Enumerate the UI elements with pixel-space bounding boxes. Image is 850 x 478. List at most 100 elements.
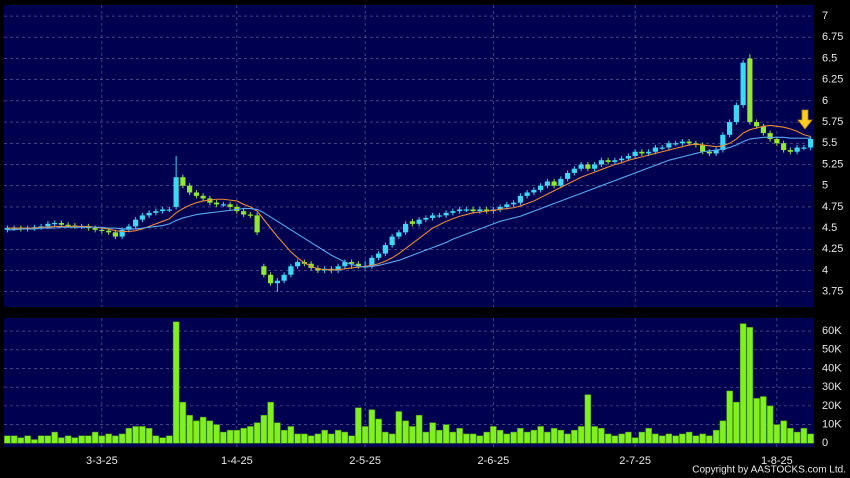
candle-body (700, 144, 706, 152)
candle-body (409, 221, 415, 224)
y-tick-label: 4.5 (822, 222, 837, 234)
volume-bar (78, 435, 85, 444)
y-tick-label: 6.25 (822, 74, 843, 86)
volume-bar (37, 435, 45, 444)
candle-body (247, 214, 253, 216)
volume-bar (118, 433, 126, 444)
candle-body (625, 156, 631, 159)
y-tick-label: 50K (822, 344, 842, 356)
volume-bar (638, 431, 646, 444)
y-tick-label: 3.75 (822, 286, 843, 298)
y-tick-label: 4 (822, 264, 828, 276)
candle-body (774, 139, 780, 144)
volume-bar (206, 420, 214, 444)
volume-bar (483, 431, 490, 444)
marker-arrow (797, 109, 813, 130)
candle-body (632, 151, 638, 156)
candle-body (673, 143, 679, 145)
candle-body (139, 215, 145, 220)
candle-body (592, 164, 598, 169)
volume-bar (382, 431, 389, 444)
candle-body (241, 211, 247, 215)
y-tick-label: 5.75 (822, 116, 843, 128)
y-tick-label: 20K (822, 400, 842, 412)
candle-body (551, 181, 557, 186)
volume-bar (112, 435, 119, 444)
candle-body (659, 147, 665, 149)
x-tick-label: 1-4-25 (221, 455, 253, 467)
volume-bar (780, 420, 787, 444)
candle-body (747, 58, 753, 123)
candle-body (254, 215, 260, 233)
candle-body (342, 262, 348, 267)
y-tick-label: 6.5 (822, 52, 837, 64)
volume-bar (422, 431, 430, 444)
candle-body (423, 217, 429, 220)
candle-body (153, 211, 159, 213)
candle-body (706, 151, 712, 154)
volume-bar (334, 429, 342, 444)
candle-body (808, 139, 814, 148)
candle-body (524, 192, 530, 196)
candle-body (477, 209, 483, 212)
candle-body (571, 168, 577, 173)
candle-body (450, 211, 456, 213)
volume-bar (496, 429, 504, 444)
candle-body (416, 219, 422, 224)
volume-bar (314, 433, 322, 444)
volume-bar (645, 428, 652, 444)
volume-bar (240, 428, 247, 444)
candle-body (787, 150, 793, 152)
volume-bar (577, 426, 585, 444)
volume-bar (247, 426, 254, 444)
candle-body (227, 204, 233, 207)
volume-bar (692, 435, 700, 444)
volume-bar (544, 431, 551, 444)
candle-body (403, 223, 409, 233)
volume-bar (719, 420, 727, 444)
candle-body (497, 206, 503, 210)
volume-bar (361, 426, 369, 444)
volume-bar (766, 405, 774, 444)
volume-bar (186, 414, 193, 444)
candle-body (349, 262, 355, 264)
volume-bar (105, 433, 112, 444)
candle-body (443, 212, 449, 216)
moving-average-line (7, 124, 811, 271)
volume-bar (388, 433, 396, 444)
volume-bar (699, 433, 706, 444)
volume-bar (746, 327, 754, 444)
candle-body (504, 204, 510, 207)
x-tick-label: 3-3-25 (86, 455, 118, 467)
volume-bar (51, 431, 58, 444)
volume-bar (294, 433, 301, 444)
volume-bar (260, 414, 268, 444)
candle-body (58, 223, 64, 225)
candle-body (733, 105, 739, 123)
candle-body (639, 151, 645, 154)
volume-bar (530, 429, 538, 444)
copyright: Copyright by AASTOCKS.com Ltd. (692, 465, 846, 476)
candle-body (4, 228, 10, 230)
volume-bar (132, 426, 139, 444)
volume-bar (58, 437, 65, 444)
volume-bar (375, 418, 382, 444)
y-tick-label: 6 (822, 95, 828, 107)
volume-bar (226, 429, 234, 444)
candle-body (578, 164, 584, 169)
candle-body (268, 274, 274, 284)
volume-bar (199, 416, 207, 444)
volume-bar (685, 431, 693, 444)
volume-bar (402, 420, 409, 444)
volume-bar (807, 433, 814, 444)
volume-bar (64, 435, 72, 444)
candle-body (146, 212, 152, 216)
y-tick-label: 5.5 (822, 137, 837, 149)
candle-body (619, 158, 625, 161)
candle-body (281, 274, 287, 281)
volume-bar (753, 398, 760, 444)
candle-body (558, 178, 564, 186)
volume-bar (280, 429, 288, 444)
volume-bar (429, 422, 436, 444)
volume-bar (517, 428, 524, 444)
